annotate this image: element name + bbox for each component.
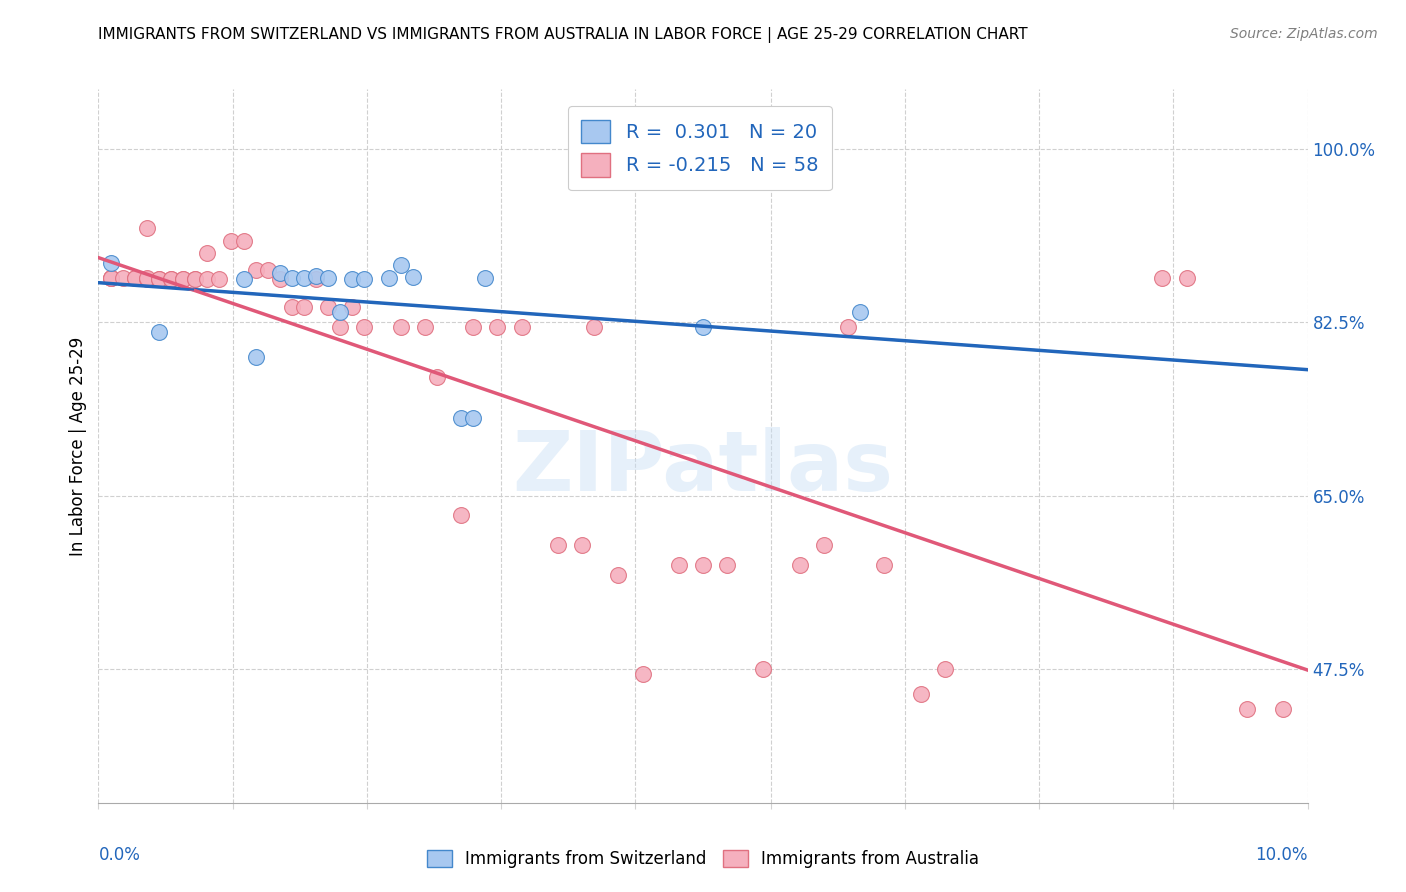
Point [172, 272, 194, 286]
Point [389, 320, 412, 334]
Point [232, 234, 254, 248]
Point [342, 272, 364, 286]
Point [195, 245, 218, 260]
Point [389, 258, 412, 272]
Point [813, 538, 835, 552]
Text: 10.0%: 10.0% [1256, 846, 1308, 863]
Point [135, 221, 157, 235]
Point [172, 272, 194, 286]
Point [160, 272, 183, 286]
Point [377, 270, 399, 285]
Text: Source: ZipAtlas.com: Source: ZipAtlas.com [1230, 27, 1378, 41]
Point [135, 272, 157, 286]
Text: IMMIGRANTS FROM SWITZERLAND VS IMMIGRANTS FROM AUSTRALIA IN LABOR FORCE | AGE 25: IMMIGRANTS FROM SWITZERLAND VS IMMIGRANT… [98, 27, 1028, 43]
Point [426, 369, 449, 384]
Point [256, 262, 278, 277]
Point [245, 350, 267, 364]
Point [789, 558, 811, 572]
Point [692, 320, 714, 334]
Point [124, 270, 146, 285]
Point [450, 411, 472, 425]
Point [316, 270, 339, 285]
Point [292, 300, 315, 314]
Point [184, 272, 207, 286]
Point [195, 272, 218, 286]
Point [486, 320, 509, 334]
Point [571, 538, 593, 552]
Point [692, 558, 714, 572]
Point [100, 270, 122, 285]
Point [329, 320, 352, 334]
Point [111, 270, 134, 285]
Point [305, 272, 328, 286]
Point [245, 262, 267, 277]
Text: ZIPatlas: ZIPatlas [513, 427, 893, 508]
Point [329, 305, 352, 319]
Text: 0.0%: 0.0% [98, 846, 141, 863]
Point [100, 270, 122, 285]
Point [583, 320, 606, 334]
Point [716, 558, 738, 572]
Point [281, 270, 304, 285]
Point [305, 268, 328, 283]
Point [1236, 701, 1258, 715]
Point [342, 300, 364, 314]
Point [631, 667, 654, 681]
Point [873, 558, 896, 572]
Point [910, 687, 932, 701]
Y-axis label: In Labor Force | Age 25-29: In Labor Force | Age 25-29 [69, 336, 87, 556]
Point [547, 538, 569, 552]
Point [269, 272, 291, 286]
Point [135, 270, 157, 285]
Point [148, 325, 170, 339]
Point [184, 272, 207, 286]
Point [281, 300, 304, 314]
Point [208, 272, 231, 286]
Point [1272, 701, 1295, 715]
Point [1175, 270, 1198, 285]
Point [148, 272, 170, 286]
Point [160, 272, 183, 286]
Point [292, 270, 315, 285]
Point [413, 320, 436, 334]
Point [402, 269, 425, 284]
Point [463, 320, 485, 334]
Point [837, 320, 859, 334]
Point [316, 300, 339, 314]
Point [148, 272, 170, 286]
Point [510, 320, 533, 334]
Point [124, 270, 146, 285]
Point [232, 272, 254, 286]
Point [463, 411, 485, 425]
Point [668, 558, 690, 572]
Point [353, 320, 375, 334]
Point [269, 266, 291, 280]
Legend: R =  0.301   N = 20, R = -0.215   N = 58: R = 0.301 N = 20, R = -0.215 N = 58 [568, 106, 832, 191]
Point [100, 270, 122, 285]
Point [752, 662, 775, 676]
Legend: Immigrants from Switzerland, Immigrants from Australia: Immigrants from Switzerland, Immigrants … [420, 843, 986, 875]
Point [100, 255, 122, 269]
Point [353, 271, 375, 285]
Point [849, 305, 872, 319]
Point [934, 662, 956, 676]
Point [1152, 270, 1174, 285]
Point [474, 270, 496, 285]
Point [450, 508, 472, 523]
Point [607, 567, 630, 582]
Point [221, 234, 243, 248]
